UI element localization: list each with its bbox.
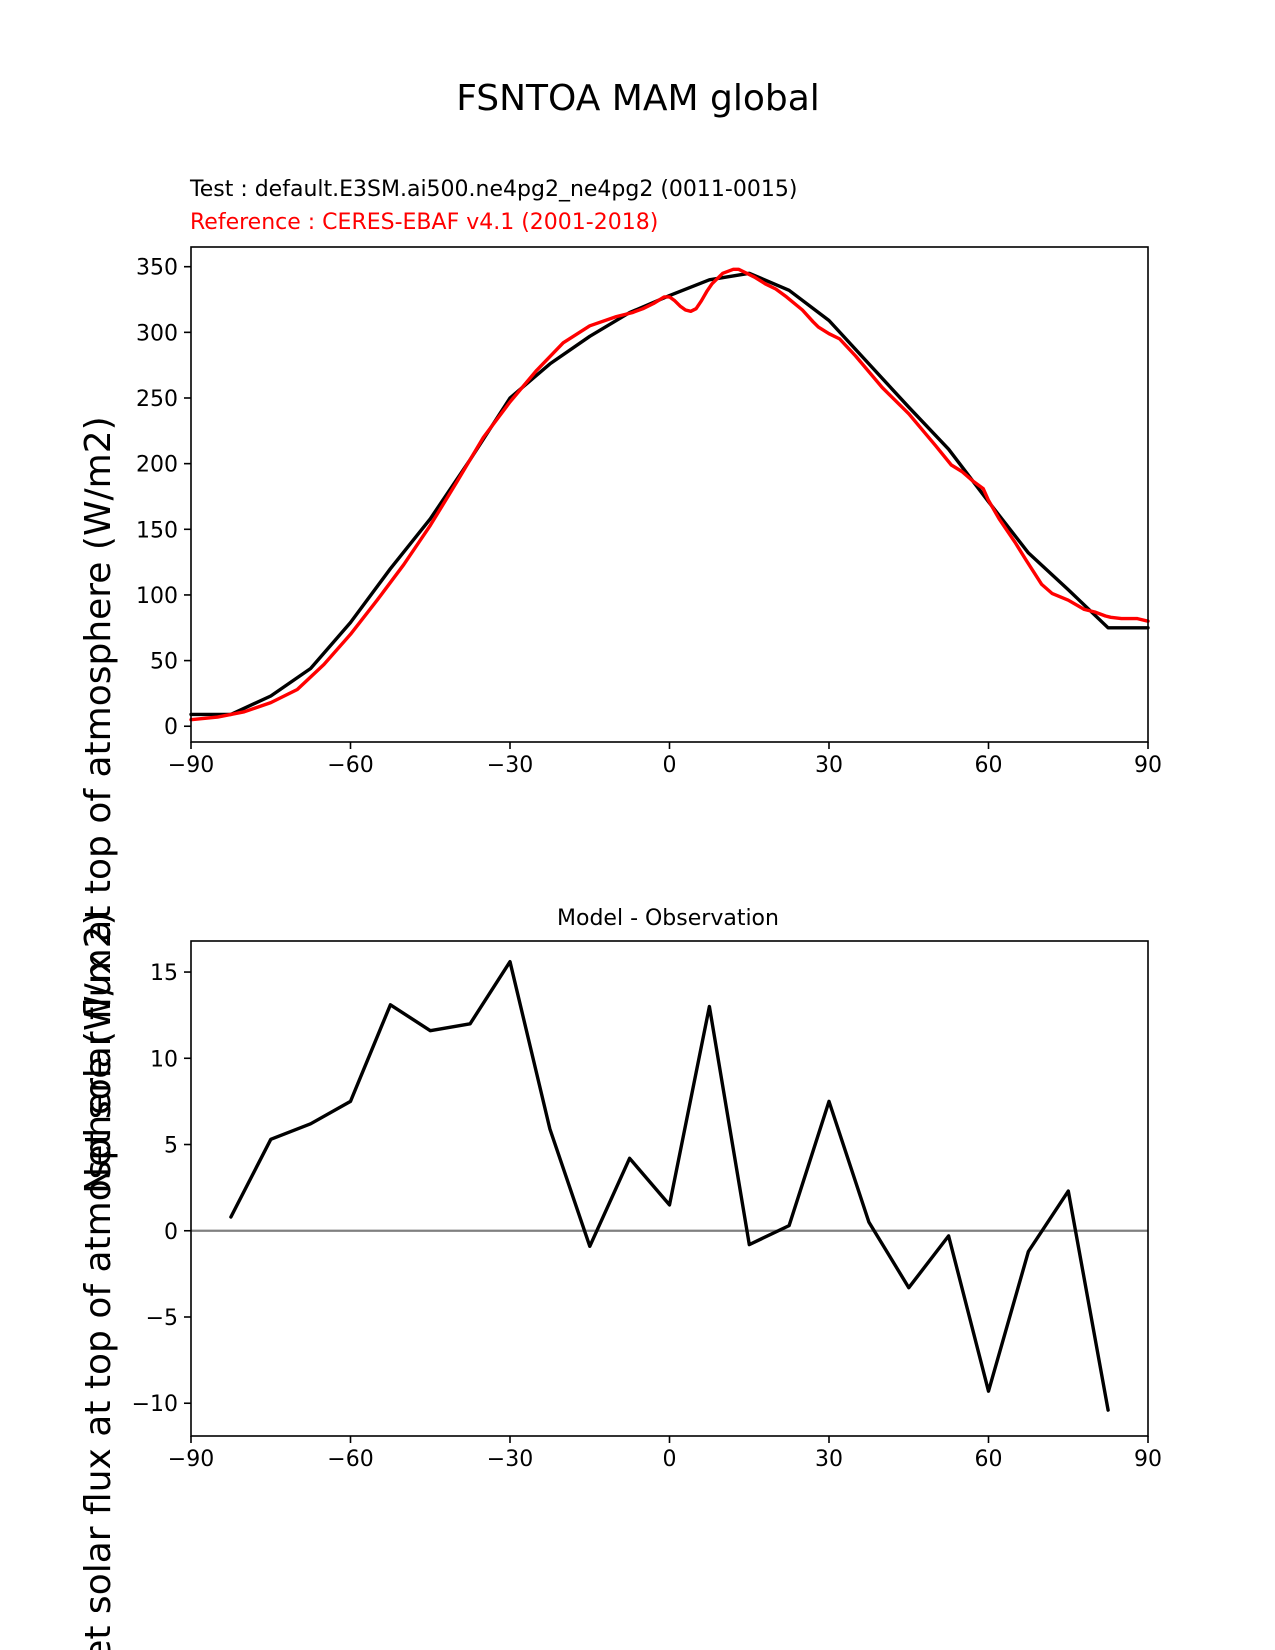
x-tick-label: −90 [168, 753, 214, 778]
x-tick-label: 60 [975, 1447, 1003, 1472]
y-tick-label: 15 [150, 961, 178, 986]
x-tick-label: 30 [815, 753, 843, 778]
x-tick-label: 90 [1134, 753, 1162, 778]
y-tick-label: 300 [136, 321, 178, 346]
diff-panel-title: Model - Observation [557, 906, 779, 931]
y-tick-label: 200 [136, 453, 178, 478]
figure-ylabel-upper: Net solar flux at top of atmosphere (W/m… [78, 416, 119, 1193]
difference-series-line [229, 960, 1110, 1412]
reference-series-line [189, 267, 1150, 722]
y-tick-label: −10 [132, 1392, 178, 1417]
x-tick-label: −60 [327, 1447, 373, 1472]
reference-label: Reference : CERES-EBAF v4.1 (2001-2018) [190, 210, 658, 235]
y-tick-label: 0 [164, 1220, 178, 1245]
y-tick-label: 150 [136, 518, 178, 543]
x-tick-label: −90 [168, 1447, 214, 1472]
y-tick-label: 0 [164, 715, 178, 740]
y-tick-label: −5 [146, 1306, 178, 1331]
zonal-mean-panel: −90 −60 −30 0 30 60 90 0 50 100 150 200 250 300 350 [136, 246, 1162, 778]
x-tick-label: 60 [975, 753, 1003, 778]
x-tick-label: 0 [663, 753, 677, 778]
y-tick-label: 5 [164, 1134, 178, 1159]
y-tick-label: 10 [150, 1047, 178, 1072]
x-tick-label: 90 [1134, 1447, 1162, 1472]
difference-panel: −90 −60 −30 0 30 60 90 −10 −5 0 5 10 15 [132, 940, 1162, 1472]
y-tick-label: 50 [150, 650, 178, 675]
test-label: Test : default.E3SM.ai500.ne4pg2_ne4pg2 … [189, 177, 797, 202]
y-tick-label: 350 [136, 256, 178, 281]
figure-ylabel-lower: Net solar flux at top of atmosphere (W/m… [78, 911, 119, 1650]
figure-title: FSNTOA MAM global [456, 78, 820, 119]
x-tick-label: 0 [663, 1447, 677, 1472]
y-tick-label: 250 [136, 387, 178, 412]
y-tick-label: 100 [136, 584, 178, 609]
x-tick-label: 30 [815, 1447, 843, 1472]
x-tick-label: −30 [487, 753, 533, 778]
x-tick-label: −30 [487, 1447, 533, 1472]
x-tick-label: −60 [327, 753, 373, 778]
